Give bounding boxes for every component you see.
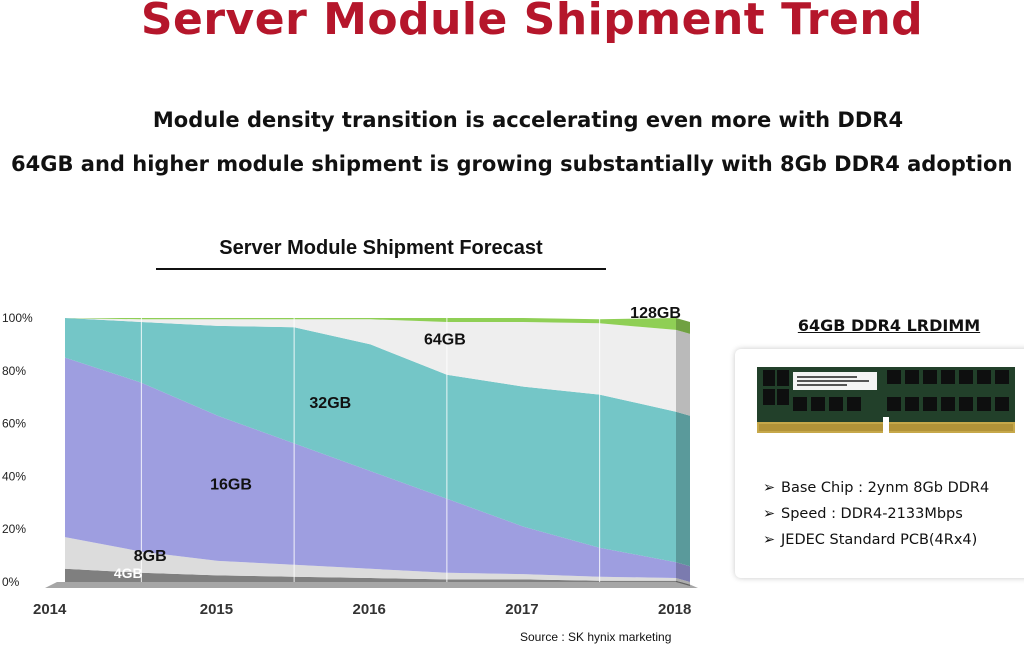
shipment-area-chart: 0% 20% 40% 60% 80% 100% 2014 2015 2016 2017 2018 4G… [2,305,698,618]
area-side-64gb [676,329,690,416]
product-title: 64GB DDR4 LRDIMM [797,316,981,335]
x-tick-label: 2016 [353,601,386,618]
area-16gb [65,357,676,578]
y-tick-label: 100% [2,311,33,325]
series-label-16gb: 16GB [210,477,252,494]
area-8gb [65,537,676,581]
area-side-32gb [676,411,690,567]
arrow-bullet-icon: ➢ [763,480,776,496]
series-label-64gb: 64GB [424,331,466,348]
spec-list: ➢ Base Chip : 2ynm 8Gb DDR4 ➢ Speed : DDR4… [763,475,989,553]
bullet-64gb-growth: 64GB and higher module shipment is growi… [11,152,1013,176]
area-64gb [65,318,676,412]
x-tick-label: 2015 [200,601,233,618]
lrdimm-module-image [757,367,1015,435]
series-label-128gb: 128GB [630,305,681,322]
source-note: Source : SK hynix marketing [520,630,672,644]
spec-item-label: Base Chip : 2ynm 8Gb DDR4 [781,480,990,496]
area-side-8gb [676,578,690,585]
arrow-bullet-icon: ➢ [763,506,776,522]
area-128gb [65,318,676,330]
spec-item-label: Speed : DDR4-2133Mbps [781,506,963,522]
series-label-8gb: 8GB [134,548,167,565]
x-tick-label: 2018 [658,601,691,618]
spec-item-speed: ➢ Speed : DDR4-2133Mbps [763,501,989,527]
area-4gb [65,568,676,582]
area-32gb [65,318,676,563]
y-tick-label: 40% [2,469,26,483]
area-side-128gb [676,318,690,334]
y-tick-label: 80% [2,364,26,378]
x-tick-label: 2017 [505,601,538,618]
product-card: ➢ Base Chip : 2ynm 8Gb DDR4 ➢ Speed : DDR4… [735,349,1024,578]
spec-item-label: JEDEC Standard PCB(4Rx4) [781,532,978,548]
series-label-4gb: 4GB [114,565,143,581]
y-tick-label: 20% [2,522,26,536]
spec-item-base-chip: ➢ Base Chip : 2ynm 8Gb DDR4 [763,475,989,501]
series-label-32gb: 32GB [309,395,351,412]
y-tick-label: 0% [2,575,20,589]
y-tick-label: 60% [2,417,26,431]
arrow-bullet-icon: ➢ [763,532,776,548]
bullet-density-transition: Module density transition is acceleratin… [152,108,904,132]
area-side-16gb [676,562,690,583]
chart-floor [45,582,698,588]
slide-title: Server Module Shipment Trend [140,0,924,45]
chart-title: Server Module Shipment Forecast [219,237,543,259]
spec-item-pcb: ➢ JEDEC Standard PCB(4Rx4) [763,527,989,553]
area-side-4gb [676,580,690,586]
chart-title-underline [156,268,606,270]
x-tick-label: 2014 [33,601,67,618]
